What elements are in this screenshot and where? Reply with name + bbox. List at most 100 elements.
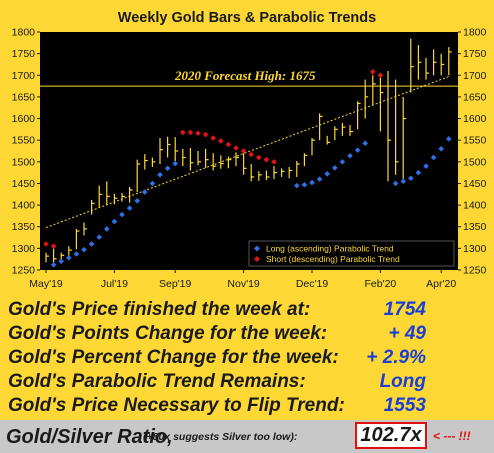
parabolic-short-point: [187, 129, 194, 136]
price-bar: [417, 44, 422, 80]
price-bar: [227, 156, 232, 169]
price-bar: [402, 96, 407, 180]
price-bar: [182, 148, 186, 167]
price-bar: [90, 199, 95, 215]
stat-value-flip-price: 1553: [383, 395, 426, 416]
parabolic-long-point: [430, 154, 437, 161]
price-bar: [129, 186, 133, 203]
stat-label-percent-change: Gold's Percent Change for the week:: [8, 347, 339, 368]
price-bar: [106, 181, 110, 206]
price-bar: [136, 159, 141, 193]
x-tick-label: Feb'20: [365, 278, 397, 290]
parabolic-long-point: [58, 258, 64, 265]
price-bar: [341, 122, 346, 136]
parabolic-long-point: [332, 165, 338, 171]
price-bar: [205, 148, 209, 168]
price-bar: [425, 57, 429, 80]
price-bar: [387, 70, 391, 182]
x-tick-label: Nov'19: [227, 278, 260, 290]
price-bar: [273, 166, 277, 180]
parabolic-long-point: [73, 251, 80, 257]
parabolic-short-point: [263, 156, 270, 163]
stat-value-trend: Long: [379, 371, 426, 392]
parabolic-long-point: [362, 140, 368, 147]
parabolic-short-point: [256, 154, 262, 161]
y-tick-label-left: 1700: [12, 70, 36, 82]
stat-value-price: 1754: [383, 299, 426, 320]
legend-long-label: Long (ascending) Parabolic Trend: [266, 244, 394, 254]
stat-row-flip-price: Gold's Price Necessary to Flip Trend: 15…: [0, 394, 494, 418]
price-bar: [357, 101, 361, 130]
ratio-value: 102.7x: [360, 424, 422, 446]
parabolic-long-point: [96, 234, 102, 240]
parabolic-long-point: [415, 169, 422, 176]
parabolic-short-point: [240, 148, 247, 154]
price-bar: [288, 167, 293, 179]
parabolic-short-point: [50, 243, 57, 249]
y-tick-label-left: 1450: [12, 178, 36, 190]
parabolic-short-point: [202, 131, 209, 138]
y-tick-label-left: 1550: [12, 135, 36, 147]
y-tick-label-left: 1750: [12, 48, 36, 60]
parabolic-long-point: [423, 163, 429, 169]
y-axis-right: 1250 1300 1350 1400 1450 1500 1550 1600 1650 1700…: [458, 27, 487, 277]
parabolic-long-point: [142, 189, 148, 195]
parabolic-long-point: [81, 246, 87, 253]
price-bar: [159, 138, 163, 164]
parabolic-long-point: [104, 226, 110, 232]
x-tick-label: May'19: [29, 278, 63, 290]
parabolic-long-point: [119, 211, 125, 218]
y-tick-label-left: 1250: [12, 265, 36, 277]
price-bar: [395, 79, 399, 175]
x-tick-label: Sep'19: [159, 278, 192, 290]
parabolic-dots: [43, 69, 452, 268]
stat-row-percent-change: Gold's Percent Change for the week: + 2.…: [0, 346, 494, 370]
y-tick-label-left: 1650: [12, 91, 36, 103]
price-bar: [98, 185, 103, 208]
y-tick-label-right: 1650: [463, 91, 487, 103]
y-tick-label-left: 1400: [12, 200, 36, 212]
parabolic-short-point: [195, 130, 201, 137]
parabolic-short-point: [370, 69, 376, 75]
parabolic-long-point: [164, 165, 171, 172]
y-tick-label-left: 1600: [12, 113, 36, 125]
price-bar: [167, 136, 171, 158]
y-tick-label-right: 1450: [463, 178, 487, 190]
price-bar: [220, 155, 224, 169]
price-bar: [113, 193, 118, 205]
parabolic-short-point: [210, 135, 216, 141]
price-bar: [174, 137, 179, 161]
y-tick-label-left: 1350: [12, 221, 36, 233]
parabolic-long-point: [294, 182, 300, 189]
y-tick-label-left: 1300: [12, 243, 36, 255]
y-tick-label-right: 1300: [463, 243, 487, 255]
chart-title: Weekly Gold Bars & Parabolic Trends: [118, 10, 376, 26]
price-bar: [311, 138, 315, 156]
price-bar: [258, 171, 262, 181]
x-tick-label: Apr'20: [426, 278, 456, 290]
stat-label-trend: Gold's Parabolic Trend Remains:: [8, 371, 306, 392]
parabolic-long-point: [88, 241, 95, 247]
price-bar: [197, 151, 201, 166]
price-bar: [364, 79, 369, 119]
parabolic-long-point: [400, 178, 406, 185]
parabolic-long-point: [126, 205, 133, 211]
y-tick-label-right: 1500: [463, 156, 487, 168]
stat-label-flip-price: Gold's Price Necessary to Flip Trend:: [8, 395, 345, 416]
price-bar: [52, 248, 57, 263]
price-bar: [235, 152, 239, 167]
price-bar: [349, 125, 353, 136]
price-bar: [440, 53, 445, 76]
price-bar: [281, 168, 285, 177]
y-tick-label-right: 1550: [463, 135, 487, 147]
price-bar: [265, 170, 270, 180]
ratio-arrow: < --- !!!: [433, 429, 471, 443]
y-tick-label-right: 1600: [463, 113, 487, 125]
price-bar: [319, 113, 323, 141]
x-tick-label: Dec'19: [296, 278, 329, 290]
x-axis: May'19 Jul'19 Sep'19 Nov'19 Dec'19 Feb'20 Apr'…: [29, 270, 456, 290]
price-bar: [372, 75, 376, 106]
price-bar: [151, 157, 156, 168]
parabolic-short-point: [43, 241, 49, 247]
